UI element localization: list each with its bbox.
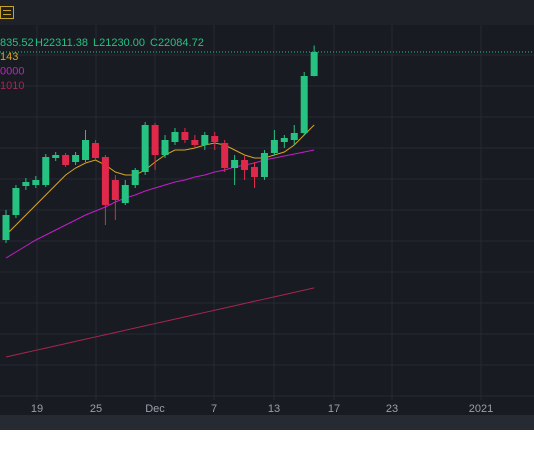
candle-body [72, 155, 80, 162]
candle-body [42, 157, 50, 185]
bottom-strip [0, 415, 534, 430]
candle-body [270, 140, 278, 153]
legend-entry: 1010 [0, 80, 24, 92]
ohlc-value: L21230.00 [93, 37, 145, 49]
candle-body [151, 125, 159, 155]
candle-body [111, 180, 119, 200]
ohlc-value: C22084.72 [150, 37, 204, 49]
x-tick-label: 7 [211, 403, 217, 415]
x-tick-label: 2021 [469, 403, 493, 415]
candle-body [181, 132, 189, 140]
candle-body [141, 125, 149, 172]
candle-body [241, 160, 249, 170]
ma-line [5, 287, 315, 358]
x-tick-label: 23 [386, 403, 398, 415]
plot: 19 25 Dec 7 13 17 23 2021 [0, 25, 534, 415]
candle-body [310, 52, 318, 76]
candle-body [32, 180, 40, 185]
x-tick-label: Dec [145, 403, 165, 415]
x-tick-label: 17 [328, 403, 340, 415]
chart-background [0, 0, 534, 430]
toolbar-icon[interactable] [0, 6, 14, 19]
candle-body [131, 170, 139, 185]
candle-body [280, 138, 288, 142]
x-tick-label: 25 [90, 403, 102, 415]
candle-body [211, 136, 219, 142]
legend: 835.52 H22311.38 L21230.00 C22084.72 143 0000… [0, 37, 204, 92]
candle-body [290, 133, 298, 140]
candle-body [300, 76, 308, 133]
candle-body [221, 143, 229, 168]
grid [0, 54, 534, 397]
candle-body [161, 140, 169, 155]
legend-entry: 143 [0, 51, 18, 63]
ohlc-value: H22311.38 [35, 37, 88, 49]
candle-body [101, 157, 109, 205]
candle-body [82, 140, 90, 160]
candle-body [2, 215, 10, 240]
candle-body [251, 167, 258, 177]
candle-body [201, 135, 209, 145]
candle-body [191, 140, 199, 145]
candle-body [171, 132, 179, 142]
candle-body [62, 155, 70, 165]
candle-body [121, 185, 129, 203]
x-tick-label: 19 [31, 403, 43, 415]
candle-body [91, 143, 99, 158]
candle-body [260, 153, 268, 177]
candle-body [231, 160, 239, 168]
legend-entry: 0000 [0, 65, 24, 77]
toolbar [0, 0, 534, 25]
candle-body [22, 182, 30, 186]
x-tick-label: 13 [268, 403, 280, 415]
candle-body [12, 188, 20, 215]
ohlc-value: 835.52 [0, 37, 34, 49]
candle-body [52, 155, 60, 158]
